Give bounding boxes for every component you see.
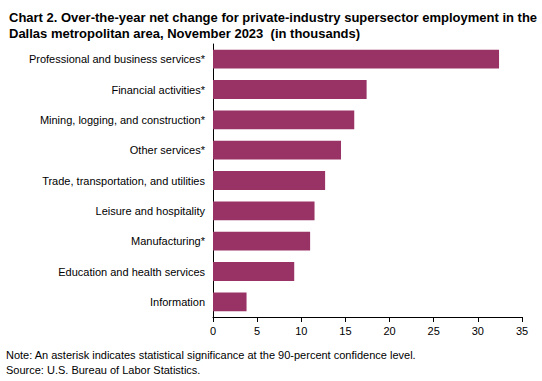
svg-text:Dallas metropolitan area, Nove: Dallas metropolitan area, November 2023 … bbox=[9, 26, 360, 41]
svg-text:Education and health services: Education and health services bbox=[58, 266, 205, 278]
svg-text:25: 25 bbox=[428, 325, 440, 337]
svg-text:10: 10 bbox=[295, 325, 307, 337]
svg-text:Information: Information bbox=[150, 296, 205, 308]
svg-text:Chart 2. Over-the-year net cha: Chart 2. Over-the-year net change for pr… bbox=[9, 10, 541, 25]
svg-text:Other services*: Other services* bbox=[130, 144, 206, 156]
svg-text:Professional and business serv: Professional and business services* bbox=[29, 53, 206, 65]
svg-text:Trade, transportation, and uti: Trade, transportation, and utilities bbox=[42, 175, 205, 187]
svg-text:Leisure and hospitality: Leisure and hospitality bbox=[96, 205, 206, 217]
svg-text:Manufacturing*: Manufacturing* bbox=[131, 235, 206, 247]
svg-text:5: 5 bbox=[254, 325, 260, 337]
svg-text:Financial activities*: Financial activities* bbox=[111, 84, 205, 96]
svg-text:Note: An asterisk indicates st: Note: An asterisk indicates statistical … bbox=[6, 349, 416, 361]
svg-text:Source: U.S. Bureau of Labor S: Source: U.S. Bureau of Labor Statistics. bbox=[6, 364, 200, 376]
svg-text:30: 30 bbox=[472, 325, 484, 337]
svg-text:0: 0 bbox=[210, 325, 216, 337]
svg-text:35: 35 bbox=[516, 325, 528, 337]
svg-text:20: 20 bbox=[383, 325, 395, 337]
svg-text:15: 15 bbox=[339, 325, 351, 337]
svg-text:Mining, logging, and construct: Mining, logging, and construction* bbox=[40, 114, 206, 126]
